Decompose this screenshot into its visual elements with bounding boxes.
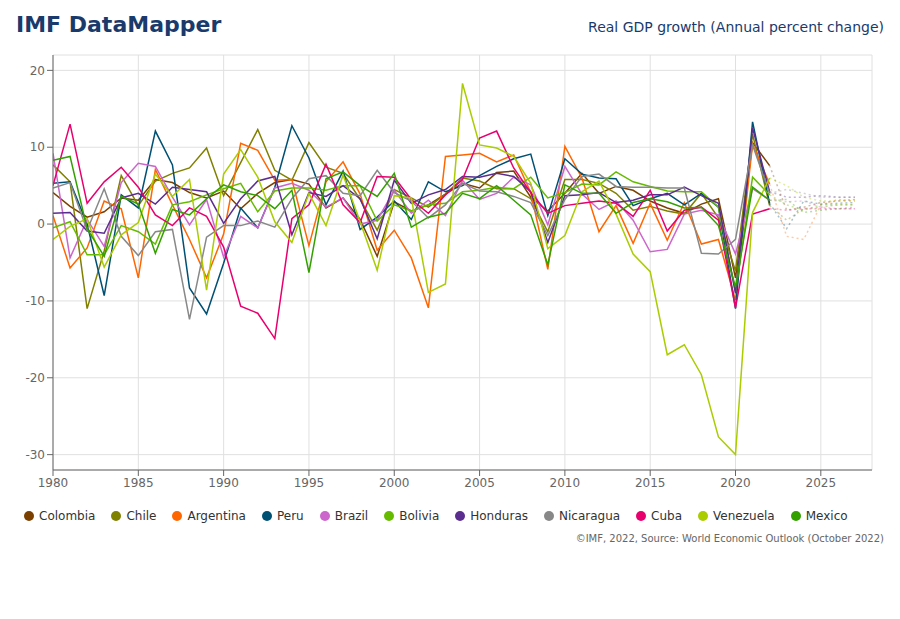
- svg-text:1995: 1995: [294, 476, 325, 490]
- html-text:IMF DataMapper: IMF DataMapper: [16, 12, 222, 37]
- html-text:©IMF, 2022, Source: World Econ: ©IMF, 2022, Source: World Economic Outlo…: [575, 533, 884, 544]
- html-text:Mexico: Mexico: [805, 509, 848, 523]
- html-text:Colombia: Colombia: [39, 509, 96, 523]
- svg-text:1990: 1990: [208, 476, 239, 490]
- html-text:Peru: Peru: [277, 509, 304, 523]
- html-text:Honduras: Honduras: [470, 509, 528, 523]
- svg-text:-30: -30: [25, 448, 45, 462]
- svg-text:2020: 2020: [720, 476, 751, 490]
- html-text:Argentina: Argentina: [187, 509, 246, 523]
- html-text:Bolivia: Bolivia: [399, 509, 440, 523]
- html-text:Brazil: Brazil: [334, 509, 369, 523]
- svg-text:2005: 2005: [464, 476, 495, 490]
- svg-text:1980: 1980: [38, 476, 69, 490]
- svg-text:20: 20: [30, 64, 45, 78]
- html-text:Venezuela: Venezuela: [713, 509, 775, 523]
- svg-text:2025: 2025: [806, 476, 837, 490]
- html-text:Real GDP growth (Annual percen: Real GDP growth (Annual percent change): [588, 19, 884, 35]
- html-text:Cuba: Cuba: [651, 509, 683, 523]
- svg-text:2010: 2010: [550, 476, 581, 490]
- svg-text:2015: 2015: [635, 476, 666, 490]
- html-text:Nicaragua: Nicaragua: [559, 509, 621, 523]
- svg-text:0: 0: [37, 217, 45, 231]
- svg-text:-20: -20: [25, 371, 45, 385]
- svg-text:-10: -10: [25, 294, 45, 308]
- svg-text:2000: 2000: [379, 476, 410, 490]
- svg-text:10: 10: [30, 140, 45, 154]
- html-text:Chile: Chile: [126, 509, 157, 523]
- svg-text:1985: 1985: [123, 476, 154, 490]
